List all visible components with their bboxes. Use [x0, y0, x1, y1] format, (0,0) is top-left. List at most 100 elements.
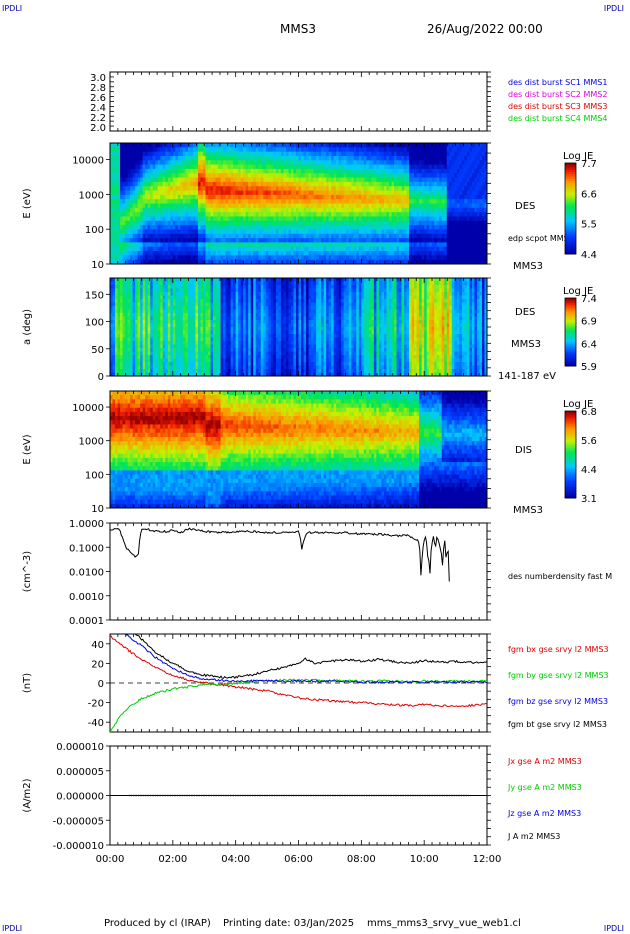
legend-entry: fgm bz gse srvy l2 MMS3 [508, 697, 608, 706]
y-tick-label: 2.4 [90, 103, 106, 114]
y-axis-label: (cm^-3) [22, 551, 33, 592]
panel-dis-energy-colorbar [564, 410, 577, 499]
y-tick-label: 0.1000 [69, 543, 104, 554]
y-tick-label: 50 [91, 345, 104, 356]
y-tick-label: 1000 [79, 437, 104, 448]
colorbar-tick-label: 5.9 [581, 362, 597, 373]
x-tick-label: 12:00 [473, 854, 502, 865]
right-label: edp scpot MMS3 [508, 234, 574, 243]
right-label: DIS [515, 445, 532, 456]
legend-entry: des numberdensity fast M [508, 572, 612, 581]
colorbar-tick-label: 4.4 [581, 465, 597, 476]
y-tick-label: 0.000010 [56, 742, 104, 753]
right-label: DES [515, 201, 535, 212]
colorbar-tick-label: 4.4 [581, 250, 597, 261]
y-tick-label: -0.000005 [53, 816, 104, 827]
legend-entry: fgm bt gse srvy l2 MMS3 [508, 720, 607, 729]
series-line [110, 633, 488, 684]
y-tick-label: 10 [91, 260, 104, 271]
series-line [109, 634, 488, 708]
colorbar-title: Log JE [563, 151, 593, 162]
y-axis-label: (nT) [22, 673, 33, 693]
colorbar-tick-label: 6.9 [581, 317, 597, 328]
y-tick-label: 150 [85, 290, 104, 301]
right-label: MMS3 [513, 261, 543, 272]
des-energy-spectrogram [110, 143, 488, 265]
colorbar-tick-label: 6.8 [581, 407, 597, 418]
legend-entry: fgm by gse srvy l2 MMS3 [508, 671, 609, 680]
colorbar-tick-label: 7.7 [581, 159, 597, 170]
dis-energy-spectrogram [110, 391, 488, 509]
y-tick-label: -40 [88, 718, 104, 729]
corner-label-bottom-left: IPDLI [2, 924, 23, 933]
y-tick-label: 100 [85, 225, 104, 236]
y-tick-label: 10000 [72, 156, 104, 167]
corner-label-top-left: IPDLI [2, 4, 23, 13]
corner-label-bottom-right: IPDLI [603, 924, 624, 933]
legend-entry: des dist burst SC2 MMS2 [508, 90, 607, 99]
des-pitch-spectrogram [110, 278, 488, 377]
y-tick-label: 0.0001 [69, 616, 104, 627]
right-label: MMS3 [511, 339, 541, 350]
legend-entry: Jz gse A m2 MMS3 [507, 809, 581, 818]
y-tick-label: 0 [98, 372, 104, 383]
y-axis-label: E (eV) [22, 434, 33, 464]
y-tick-label: 0.0010 [69, 592, 104, 603]
footer-printing-date: Printing date: 03/Jan/2025 [223, 918, 355, 929]
y-tick-label: 2.8 [90, 83, 106, 94]
y-tick-label: 0 [98, 679, 104, 690]
x-tick-label: 10:00 [410, 854, 439, 865]
panel-empty-frame [109, 71, 488, 132]
y-tick-label: 100 [85, 318, 104, 329]
colorbar-tick-label: 5.5 [581, 220, 597, 231]
x-tick-label: 02:00 [158, 854, 187, 865]
right-label: MMS3 [513, 505, 543, 516]
y-tick-label: 0.000005 [56, 767, 104, 778]
series-line [109, 527, 450, 582]
y-tick-label: 2.2 [90, 113, 106, 124]
y-tick-label: 0.000000 [56, 792, 104, 803]
y-tick-label: -20 [88, 699, 104, 710]
colorbar-title: Log JE [563, 286, 593, 297]
y-tick-label: -0.000010 [53, 841, 104, 852]
y-axis-label: a (deg) [22, 309, 33, 345]
colorbar-title: Log JE [563, 399, 593, 410]
y-tick-label: 10 [91, 504, 104, 515]
x-tick-label: 00:00 [96, 854, 125, 865]
y-tick-label: 20 [91, 659, 104, 670]
legend-entry: fgm bx gse srvy l2 MMS3 [508, 645, 609, 654]
x-tick-label: 06:00 [284, 854, 313, 865]
legend-entry: J A m2 MMS3 [507, 832, 560, 841]
right-label: DES [515, 307, 535, 318]
footer-script-name: mms_mms3_srvy_vue_web1.cl [367, 918, 521, 929]
legend-entry: des dist burst SC4 MMS4 [508, 114, 607, 123]
panel-des-energy-colorbar [564, 162, 577, 255]
y-tick-label: 0.0100 [69, 568, 104, 579]
y-tick-label: 3.0 [90, 73, 106, 84]
legend-entry: des dist burst SC1 MMS1 [508, 78, 607, 87]
colorbar-tick-label: 6.4 [581, 339, 597, 350]
colorbar-tick-label: 5.6 [581, 436, 597, 447]
corner-label-top-right: IPDLI [603, 4, 624, 13]
y-tick-label: 100 [85, 470, 104, 481]
colorbar-tick-label: 7.4 [581, 294, 597, 305]
legend-entry: Jy gse A m2 MMS3 [507, 783, 582, 792]
series-line [110, 633, 488, 679]
y-tick-label: 2.6 [90, 93, 106, 104]
y-tick-label: 10000 [72, 403, 104, 414]
y-axis-label: E (eV) [22, 188, 33, 218]
legend-entry: Jx gse A m2 MMS3 [507, 757, 582, 766]
y-tick-label: 1.0000 [69, 519, 104, 530]
panel-des-pitch-colorbar [564, 297, 577, 367]
y-tick-label: 40 [91, 640, 104, 651]
footer-produced-by: Produced by cl (IRAP) [104, 918, 211, 929]
spacecraft-title: MMS3 [280, 22, 316, 36]
datetime-title: 26/Aug/2022 00:00 [427, 22, 543, 36]
colorbar-tick-label: 6.6 [581, 189, 597, 200]
colorbar-tick-label: 3.1 [581, 494, 597, 505]
y-tick-label: 2.0 [90, 123, 106, 134]
series-line [109, 678, 488, 733]
y-axis-label: (A/m2) [22, 778, 33, 812]
y-tick-label: 1000 [79, 190, 104, 201]
